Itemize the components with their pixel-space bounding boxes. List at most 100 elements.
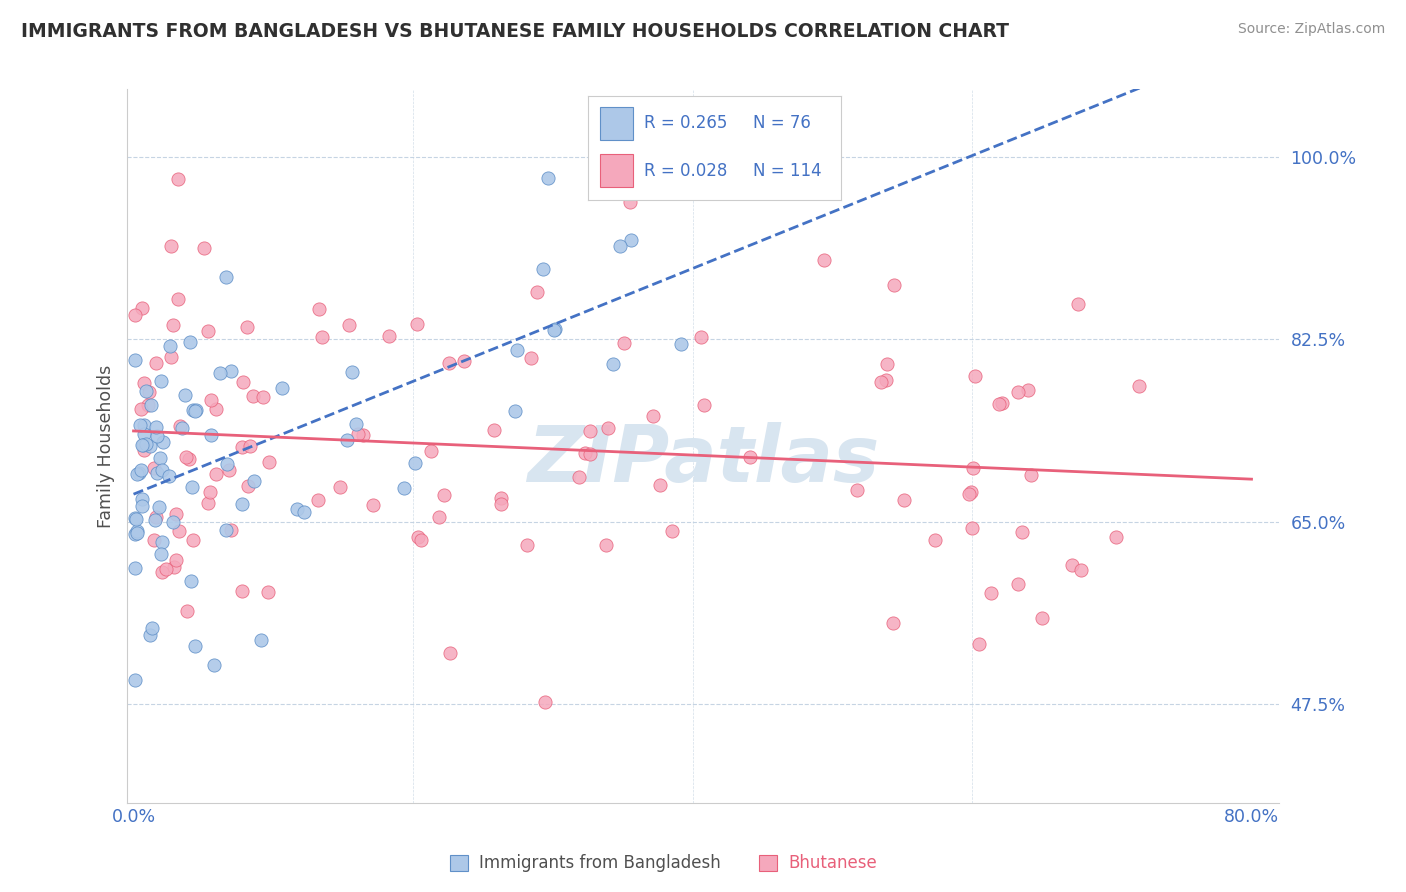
Point: [150, 535, 173, 549]
Point: [846, 483, 869, 498]
Point: [124, 526, 146, 541]
Text: Immigrants from Bangladesh: Immigrants from Bangladesh: [479, 854, 721, 871]
Point: [503, 403, 526, 417]
Point: [336, 433, 359, 447]
Point: [613, 336, 636, 351]
Point: [181, 480, 204, 494]
Point: [215, 524, 238, 538]
Text: Source: ZipAtlas.com: Source: ZipAtlas.com: [1237, 22, 1385, 37]
Point: [648, 478, 671, 492]
Point: [870, 375, 893, 389]
Point: [409, 533, 432, 548]
Point: [453, 354, 475, 368]
Point: [132, 376, 155, 390]
Point: [308, 302, 330, 317]
Point: [1128, 379, 1150, 393]
Point: [159, 339, 181, 353]
Point: [433, 488, 456, 502]
Point: [579, 424, 602, 438]
Point: [148, 450, 170, 465]
Point: [131, 301, 153, 315]
Point: [259, 455, 281, 469]
Point: [231, 584, 253, 599]
Point: [131, 438, 153, 452]
Point: [170, 421, 193, 435]
Y-axis label: Family Households: Family Households: [97, 364, 115, 528]
Point: [208, 366, 231, 380]
Point: [167, 293, 190, 307]
Point: [127, 524, 149, 539]
Point: [962, 460, 984, 475]
Point: [574, 445, 596, 459]
Point: [150, 547, 173, 561]
Point: [689, 330, 711, 344]
Point: [162, 318, 184, 333]
Point: [329, 480, 352, 494]
Point: [883, 278, 905, 293]
Point: [337, 318, 360, 332]
Point: [439, 646, 461, 660]
Point: [489, 491, 512, 506]
Point: [669, 336, 692, 351]
Point: [250, 633, 273, 648]
Point: [150, 462, 173, 476]
Point: [139, 398, 162, 412]
Point: [270, 381, 292, 395]
Point: [200, 427, 222, 442]
Point: [661, 524, 683, 539]
Point: [568, 470, 591, 484]
Point: [980, 586, 1002, 600]
Point: [693, 398, 716, 412]
Point: [257, 584, 280, 599]
Point: [1011, 525, 1033, 540]
Point: [231, 440, 253, 454]
Point: [620, 233, 643, 247]
Point: [1007, 577, 1029, 591]
Point: [307, 493, 329, 508]
Point: [124, 511, 146, 525]
Point: [404, 456, 426, 470]
Point: [143, 461, 166, 475]
Point: [406, 317, 429, 331]
Point: [595, 538, 617, 552]
Point: [482, 423, 505, 437]
Point: [377, 329, 399, 343]
Point: [232, 376, 254, 390]
Point: [242, 389, 264, 403]
Point: [420, 443, 443, 458]
Text: ZIPatlas: ZIPatlas: [527, 422, 879, 499]
Point: [202, 658, 225, 673]
Point: [197, 324, 219, 338]
Point: [882, 615, 904, 630]
Point: [285, 501, 308, 516]
Point: [180, 574, 202, 589]
Point: [489, 497, 512, 511]
Point: [236, 320, 259, 334]
Point: [392, 481, 415, 495]
Point: [875, 373, 897, 387]
Point: [215, 269, 238, 284]
Point: [987, 396, 1010, 410]
Point: [167, 172, 190, 186]
Point: [160, 239, 183, 253]
Point: [609, 239, 631, 253]
Point: [125, 526, 148, 541]
Point: [205, 467, 228, 481]
Point: [132, 443, 155, 458]
Point: [129, 418, 152, 433]
Point: [406, 530, 429, 544]
Point: [169, 419, 191, 434]
Point: [152, 434, 174, 449]
Point: [145, 420, 167, 434]
Point: [167, 524, 190, 538]
Point: [738, 450, 761, 465]
Point: [578, 447, 600, 461]
Point: [219, 524, 242, 538]
Point: [543, 323, 565, 337]
Point: [146, 428, 169, 442]
Point: [506, 343, 529, 357]
Point: [437, 356, 460, 370]
Point: [157, 468, 180, 483]
Point: [129, 402, 152, 417]
Point: [200, 392, 222, 407]
